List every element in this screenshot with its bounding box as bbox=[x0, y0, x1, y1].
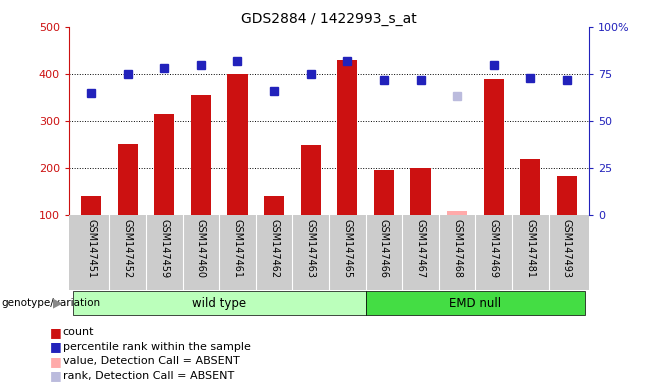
Text: GSM147462: GSM147462 bbox=[269, 219, 279, 278]
Text: rank, Detection Call = ABSENT: rank, Detection Call = ABSENT bbox=[63, 371, 234, 381]
Text: ■: ■ bbox=[50, 340, 62, 353]
Text: percentile rank within the sample: percentile rank within the sample bbox=[63, 342, 251, 352]
Text: count: count bbox=[63, 327, 94, 337]
Bar bbox=[118, 144, 138, 215]
Text: GSM147493: GSM147493 bbox=[562, 219, 572, 278]
Bar bbox=[484, 79, 504, 215]
Text: GSM147481: GSM147481 bbox=[525, 219, 536, 278]
Text: ■: ■ bbox=[50, 369, 62, 382]
Text: GSM147469: GSM147469 bbox=[489, 219, 499, 278]
Text: GSM147460: GSM147460 bbox=[196, 219, 206, 278]
Text: GSM147451: GSM147451 bbox=[86, 219, 96, 278]
Bar bbox=[81, 196, 101, 215]
Text: GSM147463: GSM147463 bbox=[306, 219, 316, 278]
Bar bbox=[264, 196, 284, 215]
Text: GSM147452: GSM147452 bbox=[122, 219, 133, 278]
Bar bbox=[338, 60, 357, 215]
Text: ■: ■ bbox=[50, 326, 62, 339]
Text: EMD null: EMD null bbox=[449, 297, 501, 310]
Bar bbox=[154, 114, 174, 215]
Text: ▶: ▶ bbox=[53, 297, 63, 310]
FancyBboxPatch shape bbox=[73, 291, 366, 316]
Text: genotype/variation: genotype/variation bbox=[1, 298, 101, 308]
Bar bbox=[447, 211, 467, 215]
Bar bbox=[557, 176, 577, 215]
Text: GSM147467: GSM147467 bbox=[415, 219, 426, 278]
Text: wild type: wild type bbox=[192, 297, 246, 310]
Bar bbox=[301, 146, 320, 215]
FancyBboxPatch shape bbox=[366, 291, 585, 316]
Text: GSM147459: GSM147459 bbox=[159, 219, 169, 278]
Bar bbox=[520, 159, 540, 215]
Bar bbox=[228, 74, 247, 215]
Bar bbox=[411, 168, 430, 215]
Text: ■: ■ bbox=[50, 355, 62, 368]
Text: value, Detection Call = ABSENT: value, Detection Call = ABSENT bbox=[63, 356, 240, 366]
Bar bbox=[191, 95, 211, 215]
Text: GSM147466: GSM147466 bbox=[379, 219, 389, 278]
Text: GSM147465: GSM147465 bbox=[342, 219, 352, 278]
Title: GDS2884 / 1422993_s_at: GDS2884 / 1422993_s_at bbox=[241, 12, 417, 26]
Bar bbox=[374, 170, 394, 215]
Text: GSM147461: GSM147461 bbox=[232, 219, 243, 278]
Text: GSM147468: GSM147468 bbox=[452, 219, 462, 278]
